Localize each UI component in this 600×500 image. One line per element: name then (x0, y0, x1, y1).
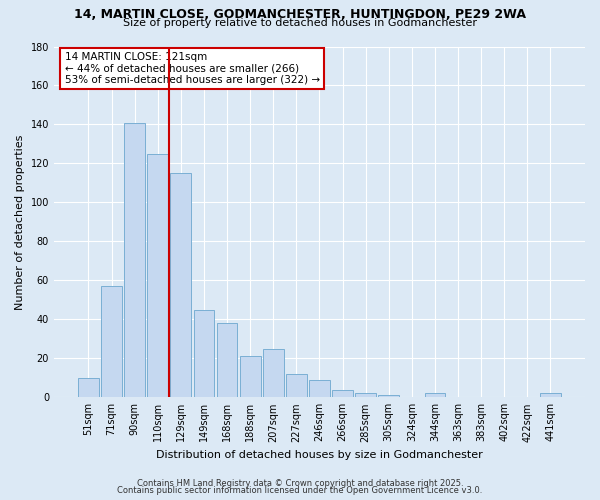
Text: 14 MARTIN CLOSE: 121sqm
← 44% of detached houses are smaller (266)
53% of semi-d: 14 MARTIN CLOSE: 121sqm ← 44% of detache… (65, 52, 320, 85)
Bar (101, 286, 122, 398)
Bar (355, 394, 376, 398)
Text: Contains public sector information licensed under the Open Government Licence v3: Contains public sector information licen… (118, 486, 482, 495)
Bar (148, 154, 168, 398)
Text: 14, MARTIN CLOSE, GODMANCHESTER, HUNTINGDON, PE29 2WA: 14, MARTIN CLOSE, GODMANCHESTER, HUNTING… (74, 8, 526, 22)
Bar (309, 380, 330, 398)
Bar (263, 348, 284, 398)
Bar (170, 173, 191, 398)
Bar (78, 378, 99, 398)
Text: Size of property relative to detached houses in Godmanchester: Size of property relative to detached ho… (123, 18, 477, 28)
Y-axis label: Number of detached properties: Number of detached properties (15, 134, 25, 310)
Bar (540, 394, 561, 398)
Text: Contains HM Land Registry data © Crown copyright and database right 2025.: Contains HM Land Registry data © Crown c… (137, 478, 463, 488)
Bar (286, 374, 307, 398)
Bar (425, 394, 445, 398)
Bar (379, 396, 399, 398)
Bar (332, 390, 353, 398)
Bar (194, 310, 214, 398)
X-axis label: Distribution of detached houses by size in Godmanchester: Distribution of detached houses by size … (156, 450, 483, 460)
Bar (217, 323, 238, 398)
Bar (124, 122, 145, 398)
Bar (240, 356, 260, 398)
